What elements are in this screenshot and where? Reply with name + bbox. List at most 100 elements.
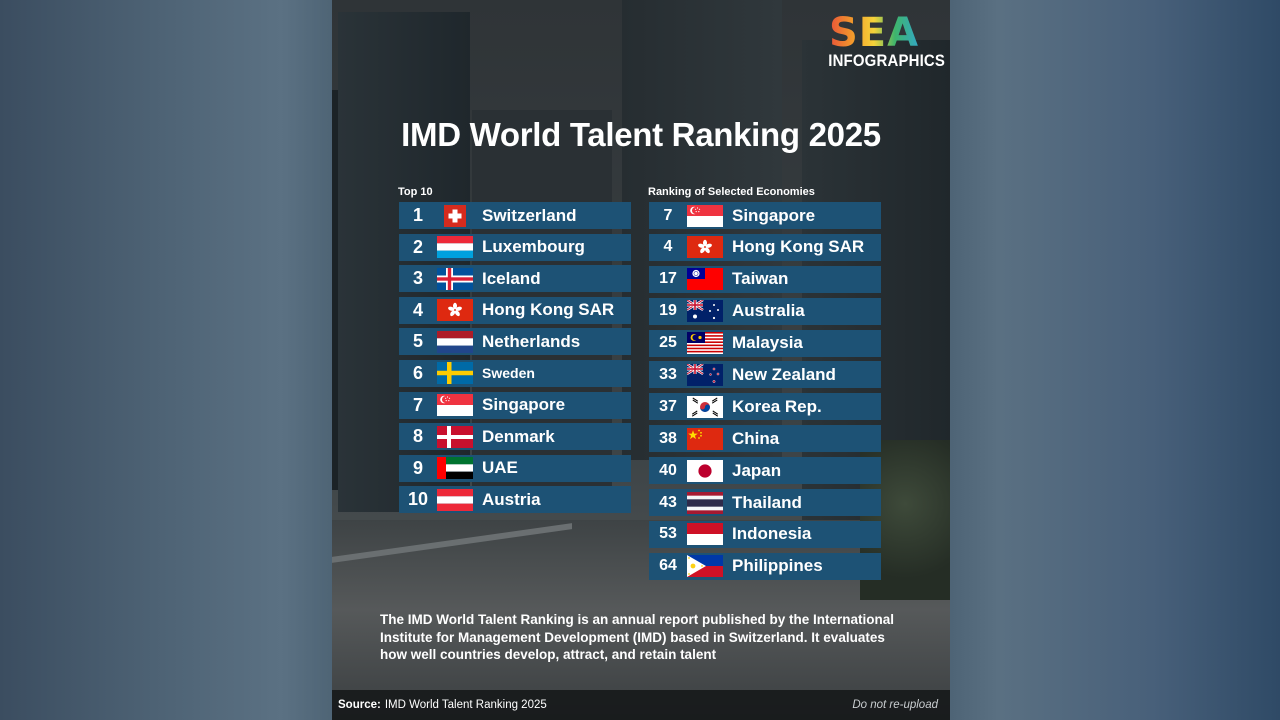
- ranking-row: 1 Switzerland: [399, 202, 631, 229]
- rank-number: 4: [663, 238, 673, 256]
- ranking-row: 10 Austria: [399, 486, 631, 514]
- rank-number: 37: [659, 397, 677, 415]
- switzerland-flag-icon: [437, 204, 473, 227]
- country-name: Singapore: [732, 205, 816, 225]
- country-name: Japan: [732, 460, 782, 480]
- ranking-row: 3 Iceland: [399, 265, 631, 293]
- source-line: Source: IMD World Talent Ranking 2025: [338, 699, 547, 711]
- country-name: Iceland: [482, 268, 541, 288]
- country-name: Switzerland: [482, 205, 577, 225]
- country-name: Luxembourg: [482, 237, 585, 257]
- new-zealand-flag-icon: [687, 363, 723, 386]
- logo-infographics-text: INFOGRAPHICS: [828, 51, 946, 70]
- singapore-flag-icon: [437, 394, 473, 417]
- ranking-row: 2 Luxembourg: [399, 233, 631, 261]
- infographic-panel: SEA INFOGRAPHICS IMD World Talent Rankin…: [332, 0, 950, 720]
- country-name: Hong Kong SAR: [482, 300, 615, 320]
- rank-number: 38: [659, 429, 677, 447]
- country-name: Denmark: [482, 426, 555, 446]
- rank-number: 1: [412, 205, 423, 225]
- ranking-row: 25 Malaysia: [649, 329, 881, 357]
- ranking-row: 19 Australia: [649, 297, 881, 325]
- rank-number: 6: [412, 362, 423, 383]
- netherlands-flag-icon: [437, 330, 473, 353]
- country-name: UAE: [482, 458, 518, 478]
- rank-number: 5: [412, 331, 423, 352]
- country-name: Netherlands: [482, 331, 581, 351]
- top10-list: 1 Switzerland 2 Luxembourg 3 Iceland 4 Hong Kon…: [399, 202, 631, 518]
- rank-number: 53: [659, 525, 677, 543]
- rank-number: 4: [412, 299, 423, 320]
- country-name: Malaysia: [732, 333, 803, 353]
- rank-number: 64: [659, 557, 677, 575]
- indonesia-flag-icon: [687, 523, 723, 546]
- ranking-row: 4 Hong Kong SAR: [649, 233, 881, 261]
- logo-sea-text: SEA: [822, 13, 926, 53]
- china-flag-icon: [687, 427, 723, 450]
- philippines-flag-icon: [687, 555, 723, 578]
- country-name: Austria: [482, 489, 541, 509]
- rank-number: 7: [663, 206, 673, 224]
- rank-number: 40: [659, 461, 677, 479]
- rank-number: 17: [659, 270, 677, 288]
- ranking-row: 37 Korea Rep.: [649, 393, 881, 421]
- taiwan-flag-icon: [687, 268, 723, 291]
- country-name: Sweden: [482, 365, 535, 382]
- rank-number: 9: [412, 457, 423, 478]
- ranking-row: 6 Sweden: [399, 359, 631, 387]
- country-name: Philippines: [732, 556, 823, 576]
- luxembourg-flag-icon: [437, 236, 473, 259]
- page-title: IMD World Talent Ranking 2025: [401, 116, 881, 153]
- ranking-row: 9 UAE: [399, 454, 631, 482]
- no-reupload-notice: Do not re-upload: [852, 699, 938, 711]
- rank-number: 25: [659, 334, 677, 352]
- hong-kong-flag-icon: [687, 236, 723, 259]
- japan-flag-icon: [687, 459, 723, 482]
- top10-label: Top 10: [398, 186, 433, 198]
- description-text: The IMD World Talent Ranking is an annua…: [380, 612, 895, 662]
- malaysia-flag-icon: [687, 332, 723, 355]
- sweden-flag-icon: [437, 362, 473, 385]
- rank-number: 2: [412, 236, 423, 257]
- rank-number: 10: [407, 489, 429, 510]
- ranking-row: 43 Thailand: [649, 489, 881, 517]
- ranking-row: 7 Singapore: [649, 202, 881, 229]
- ranking-row: 40 Japan: [649, 457, 881, 485]
- country-name: Hong Kong SAR: [732, 237, 865, 257]
- thailand-flag-icon: [687, 491, 723, 514]
- ranking-row: 7 Singapore: [399, 391, 631, 419]
- rank-number: 33: [659, 365, 677, 383]
- australia-flag-icon: [687, 300, 723, 323]
- source-label: Source:: [338, 699, 381, 711]
- ranking-row: 8 Denmark: [399, 423, 631, 451]
- selected-economies-list: 7 Singapore 4 Hong Kong SAR 17 Taiwan 19 Austra…: [649, 202, 881, 585]
- iceland-flag-icon: [437, 267, 473, 290]
- country-name: New Zealand: [732, 364, 836, 384]
- rank-number: 8: [412, 426, 423, 447]
- footer-strip: [332, 690, 950, 720]
- ranking-row: 53 Indonesia: [649, 520, 881, 548]
- ranking-row: 4 Hong Kong SAR: [399, 296, 631, 324]
- country-name: Indonesia: [732, 524, 812, 544]
- ranking-row: 33 New Zealand: [649, 361, 881, 389]
- ranking-row: 38 China: [649, 425, 881, 453]
- austria-flag-icon: [437, 488, 473, 511]
- source-text: IMD World Talent Ranking 2025: [384, 699, 547, 711]
- country-name: Korea Rep.: [732, 396, 822, 416]
- ranking-row: 17 Taiwan: [649, 265, 881, 293]
- singapore-flag-icon: [687, 204, 723, 227]
- rank-number: 3: [412, 268, 423, 289]
- selected-economies-label: Ranking of Selected Economies: [648, 186, 815, 198]
- country-name: Singapore: [482, 395, 566, 415]
- country-name: China: [732, 428, 780, 448]
- hong-kong-flag-icon: [437, 299, 473, 322]
- korea-flag-icon: [687, 395, 723, 418]
- rank-number: 7: [412, 394, 423, 415]
- country-name: Thailand: [732, 492, 802, 512]
- ranking-row: 64 Philippines: [649, 552, 881, 580]
- rank-number: 19: [659, 302, 677, 320]
- rank-number: 43: [659, 493, 677, 511]
- country-name: Taiwan: [732, 269, 789, 289]
- sea-infographics-logo: SEA INFOGRAPHICS: [822, 13, 946, 71]
- ranking-row: 5 Netherlands: [399, 328, 631, 356]
